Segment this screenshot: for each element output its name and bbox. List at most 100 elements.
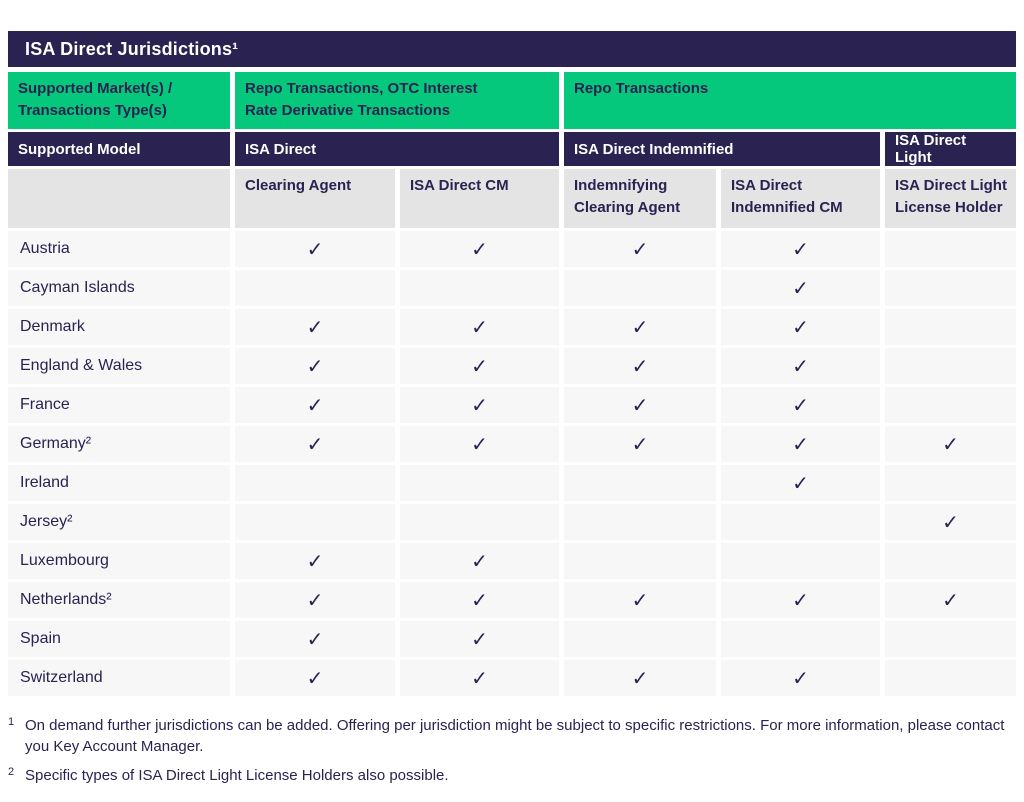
market-types-label-cell: Supported Market(s) / Transactions Type(… — [8, 72, 230, 129]
checkmark-icon: ✓ — [235, 543, 395, 579]
checkmark-icon: ✓ — [564, 660, 716, 696]
jurisdiction-name: Switzerland — [8, 660, 230, 696]
checkmark-icon: ✓ — [235, 387, 395, 423]
footnotes: 1 On demand further jurisdictions can be… — [8, 716, 1016, 787]
checkmark-icon: ✓ — [400, 387, 559, 423]
empty-cell — [564, 504, 716, 540]
jurisdiction-name: Netherlands² — [8, 582, 230, 618]
jurisdiction-name: Spain — [8, 621, 230, 657]
market-group-repo-cell: Repo Transactions — [564, 72, 1017, 129]
model-isa-direct-indemnified-cell: ISA Direct Indemnified — [564, 132, 880, 166]
model-row: Supported Model ISA Direct ISA Direct In… — [8, 132, 1017, 166]
jurisdiction-name: Denmark — [8, 309, 230, 345]
checkmark-icon: ✓ — [235, 621, 395, 657]
market-group-repo-otc-label: Repo Transactions, OTC Interest Rate Der… — [245, 80, 478, 119]
model-isa-direct-light-label: ISA Direct Light — [895, 132, 967, 166]
role-isa-direct-indemnified-cm-cell: ISA Direct Indemnified CM — [721, 169, 880, 228]
checkmark-icon: ✓ — [721, 231, 880, 267]
empty-header-cell — [8, 169, 230, 228]
checkmark-icon: ✓ — [721, 309, 880, 345]
empty-cell — [885, 309, 1017, 345]
checkmark-icon: ✓ — [400, 231, 559, 267]
checkmark-icon: ✓ — [721, 270, 880, 306]
jurisdiction-name: England & Wales — [8, 348, 230, 384]
market-group-repo-label: Repo Transactions — [574, 80, 709, 97]
checkmark-icon: ✓ — [721, 348, 880, 384]
checkmark-icon: ✓ — [400, 348, 559, 384]
table-row: England & Wales ✓ ✓ ✓ ✓ — [8, 348, 1017, 384]
table-row: Denmark ✓ ✓ ✓ ✓ — [8, 309, 1017, 345]
empty-cell — [885, 660, 1017, 696]
empty-cell — [885, 387, 1017, 423]
table-row: Netherlands² ✓ ✓ ✓ ✓ ✓ — [8, 582, 1017, 618]
empty-cell — [885, 465, 1017, 501]
empty-cell — [564, 465, 716, 501]
model-isa-direct-light-cell: ISA Direct Light — [885, 132, 1017, 166]
checkmark-icon: ✓ — [400, 621, 559, 657]
jurisdiction-name: Cayman Islands — [8, 270, 230, 306]
empty-cell — [400, 465, 559, 501]
page-title: ISA Direct Jurisdictions¹ — [25, 38, 239, 59]
footnote-2-text: Specific types of ISA Direct Light Licen… — [25, 767, 449, 785]
jurisdiction-name: Ireland — [8, 465, 230, 501]
footnote-2: 2 Specific types of ISA Direct Light Lic… — [8, 766, 1016, 787]
table-row: Switzerland ✓ ✓ ✓ ✓ — [8, 660, 1017, 696]
role-isa-direct-cm-cell: ISA Direct CM — [400, 169, 559, 228]
model-label: Supported Model — [18, 140, 141, 158]
checkmark-icon: ✓ — [721, 660, 880, 696]
jurisdiction-name: Austria — [8, 231, 230, 267]
jurisdiction-name: Luxembourg — [8, 543, 230, 579]
empty-cell — [400, 504, 559, 540]
table-row: Jersey² ✓ — [8, 504, 1017, 540]
checkmark-icon: ✓ — [721, 387, 880, 423]
jurisdictions-table: Supported Market(s) / Transactions Type(… — [3, 69, 1021, 699]
checkmark-icon: ✓ — [235, 660, 395, 696]
role-isa-direct-indemnified-cm-label: ISA Direct Indemnified CM — [731, 177, 843, 216]
empty-cell — [400, 270, 559, 306]
checkmark-icon: ✓ — [564, 387, 716, 423]
checkmark-icon: ✓ — [235, 309, 395, 345]
checkmark-icon: ✓ — [721, 465, 880, 501]
empty-cell — [721, 621, 880, 657]
footnote-2-marker: 2 — [8, 766, 15, 779]
empty-cell — [885, 543, 1017, 579]
empty-cell — [721, 504, 880, 540]
role-isa-direct-light-license-holder-label: ISA Direct Light License Holder — [895, 177, 1007, 216]
table-row: France ✓ ✓ ✓ ✓ — [8, 387, 1017, 423]
checkmark-icon: ✓ — [564, 348, 716, 384]
role-indemnifying-clearing-agent-label: Indemnifying Clearing Agent — [574, 177, 681, 216]
checkmark-icon: ✓ — [400, 426, 559, 462]
jurisdiction-rows: Austria ✓ ✓ ✓ ✓ Cayman Islands ✓ Denmark ✓ ✓ ✓ ✓ Eng… — [8, 231, 1017, 696]
checkmark-icon: ✓ — [400, 660, 559, 696]
model-isa-direct-label: ISA Direct — [245, 140, 317, 158]
table-row: Spain ✓ ✓ — [8, 621, 1017, 657]
table-row: Ireland ✓ — [8, 465, 1017, 501]
empty-cell — [885, 270, 1017, 306]
empty-cell — [885, 348, 1017, 384]
jurisdiction-name: Germany² — [8, 426, 230, 462]
market-types-label: Supported Market(s) / Transactions Type(… — [18, 80, 173, 119]
table-row: Luxembourg ✓ ✓ — [8, 543, 1017, 579]
jurisdiction-name: France — [8, 387, 230, 423]
checkmark-icon: ✓ — [721, 426, 880, 462]
empty-cell — [885, 621, 1017, 657]
checkmark-icon: ✓ — [885, 504, 1017, 540]
checkmark-icon: ✓ — [564, 309, 716, 345]
model-isa-direct-indemnified-label: ISA Direct Indemnified — [574, 140, 734, 158]
checkmark-icon: ✓ — [235, 348, 395, 384]
checkmark-icon: ✓ — [564, 231, 716, 267]
checkmark-icon: ✓ — [721, 582, 880, 618]
empty-cell — [564, 543, 716, 579]
role-clearing-agent-label: Clearing Agent — [245, 177, 352, 194]
checkmark-icon: ✓ — [400, 309, 559, 345]
checkmark-icon: ✓ — [400, 582, 559, 618]
checkmark-icon: ✓ — [564, 426, 716, 462]
checkmark-icon: ✓ — [235, 231, 395, 267]
empty-cell — [885, 231, 1017, 267]
checkmark-icon: ✓ — [564, 582, 716, 618]
roles-row: Clearing Agent ISA Direct CM Indemnifyin… — [8, 169, 1017, 228]
role-isa-direct-cm-label: ISA Direct CM — [410, 177, 509, 194]
empty-cell — [235, 504, 395, 540]
table-row: Germany² ✓ ✓ ✓ ✓ ✓ — [8, 426, 1017, 462]
